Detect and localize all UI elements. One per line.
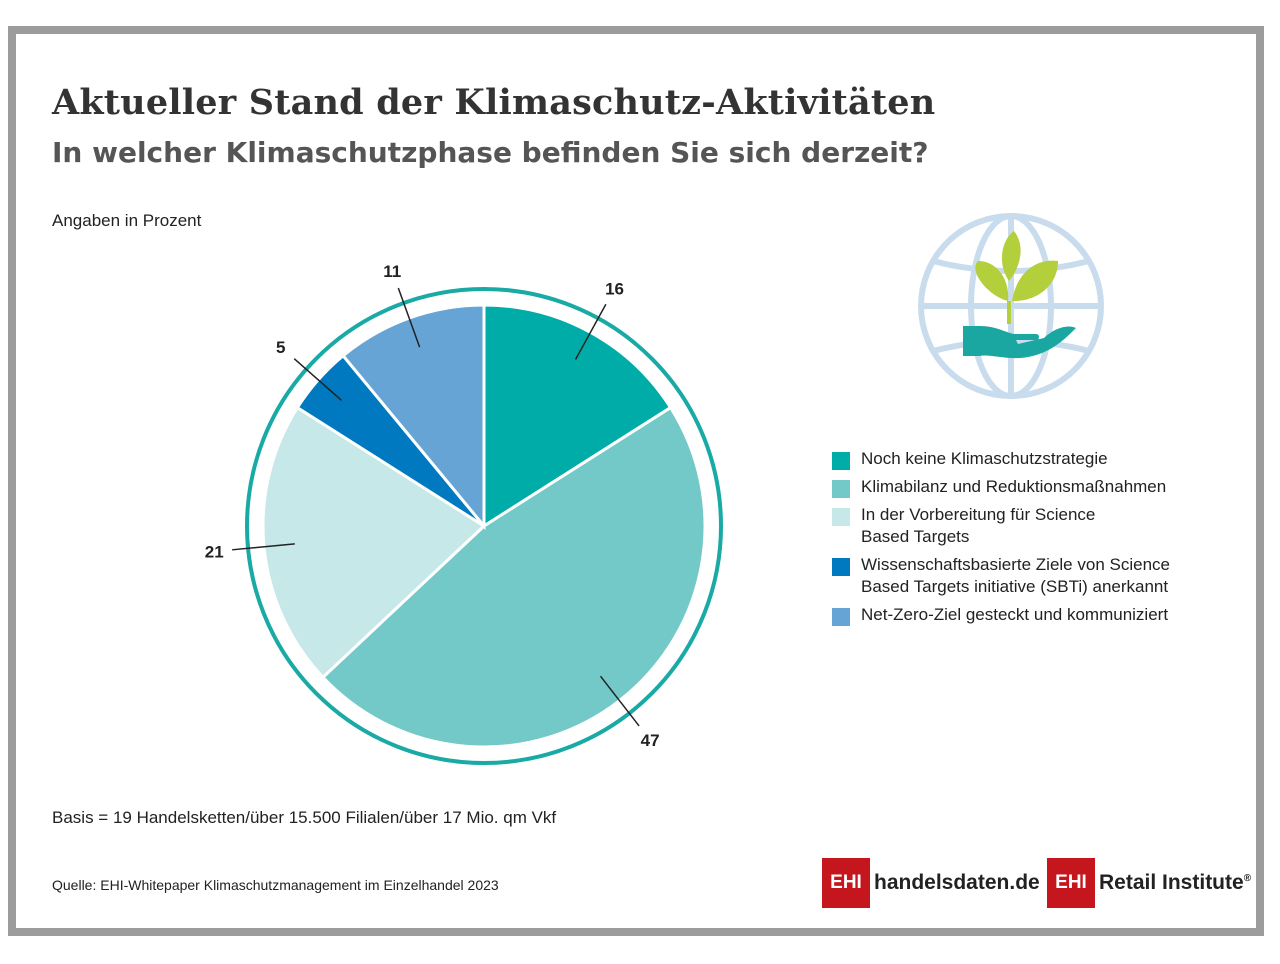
globe-hand-leaves-icon [918, 213, 1104, 399]
ehi-retail-institute-logo: EHI Retail Institute® [1047, 858, 1251, 908]
legend-label: Net-Zero-Ziel gesteckt und kommuniziert [861, 605, 1169, 624]
legend-swatch [832, 452, 850, 470]
chart-subtitle: In welcher Klimaschutzphase befinden Sie… [52, 136, 929, 169]
value-label: 21 [205, 543, 224, 562]
ehi-logo-box: EHI [1047, 858, 1095, 908]
legend-label: Wissenschaftsbasierte Ziele von Science [861, 555, 1170, 574]
value-label: 16 [605, 280, 624, 299]
leader-line [574, 303, 607, 360]
pie-outer-ring [245, 287, 723, 765]
legend-item: Net-Zero-Ziel gesteckt und kommuniziert [832, 604, 1212, 626]
retail-institute-name: Retail Institute [1099, 871, 1244, 894]
legend-item: Wissenschaftsbasierte Ziele von Science … [832, 554, 1212, 598]
basis-note: Basis = 19 Handelsketten/über 15.500 Fil… [52, 808, 557, 827]
legend: Noch keine Klimaschutzstrategie Klimabil… [832, 448, 1212, 632]
leader-line [599, 675, 640, 727]
retail-institute-logo-text: Retail Institute® [1099, 871, 1251, 895]
leader-line [232, 543, 295, 551]
legend-swatch [832, 558, 850, 576]
unit-note: Angaben in Prozent [52, 211, 202, 230]
value-label: 11 [383, 262, 401, 281]
legend-label: Noch keine Klimaschutzstrategie [861, 449, 1108, 468]
legend-label-line2: Based Targets initiative (SBTi) anerkann… [861, 577, 1169, 596]
ehi-logo-box: EHI [822, 858, 870, 908]
leader-line [293, 358, 342, 401]
legend-label-line2: Based Targets [861, 527, 970, 546]
source-note: Quelle: EHI-Whitepaper Klimaschutzmanage… [52, 877, 499, 893]
value-label: 47 [641, 731, 660, 750]
legend-item: In der Vorbereitung für Science Based Ta… [832, 504, 1212, 548]
legend-swatch [832, 480, 850, 498]
registered-mark: ® [1243, 873, 1252, 884]
legend-item: Klimabilanz und Reduktionsmaßnahmen [832, 476, 1212, 498]
legend-swatch [832, 508, 850, 526]
legend-swatch [832, 608, 850, 626]
legend-label: Klimabilanz und Reduktionsmaßnahmen [861, 477, 1167, 496]
handelsdaten-logo: EHI handelsdaten.de [822, 858, 1040, 908]
value-label: 5 [276, 338, 285, 357]
legend-item: Noch keine Klimaschutzstrategie [832, 448, 1212, 470]
handelsdaten-logo-text: handelsdaten.de [874, 871, 1040, 894]
chart-title: Aktueller Stand der Klimaschutz-Aktivitä… [52, 82, 936, 123]
leader-line [397, 287, 421, 348]
legend-label: In der Vorbereitung für Science [861, 505, 1096, 524]
